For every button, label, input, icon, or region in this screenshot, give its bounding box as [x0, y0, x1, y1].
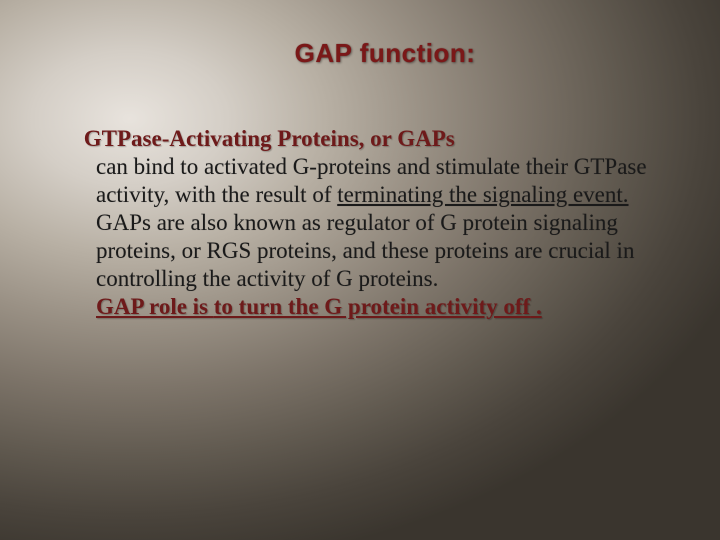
emphasis-a: GAP role is	[96, 294, 214, 319]
slide-title: GAP function:	[70, 38, 660, 69]
emphasis-b: to turn the G protein activity off	[214, 294, 530, 319]
body-indent-block: can bind to activated G-proteins and sti…	[78, 153, 650, 321]
body-para-1b: GAPs are also known as regulator of G pr…	[96, 210, 634, 291]
body-underline-1: terminating the signaling event.	[337, 182, 628, 207]
slide-body: GTPase-Activating Proteins, or GAPs can …	[70, 125, 660, 321]
emphasis-c: .	[530, 294, 542, 319]
lead-phrase: GTPase-Activating Proteins, or GAPs	[84, 126, 455, 151]
slide-container: GAP function: GTPase-Activating Proteins…	[0, 0, 720, 540]
